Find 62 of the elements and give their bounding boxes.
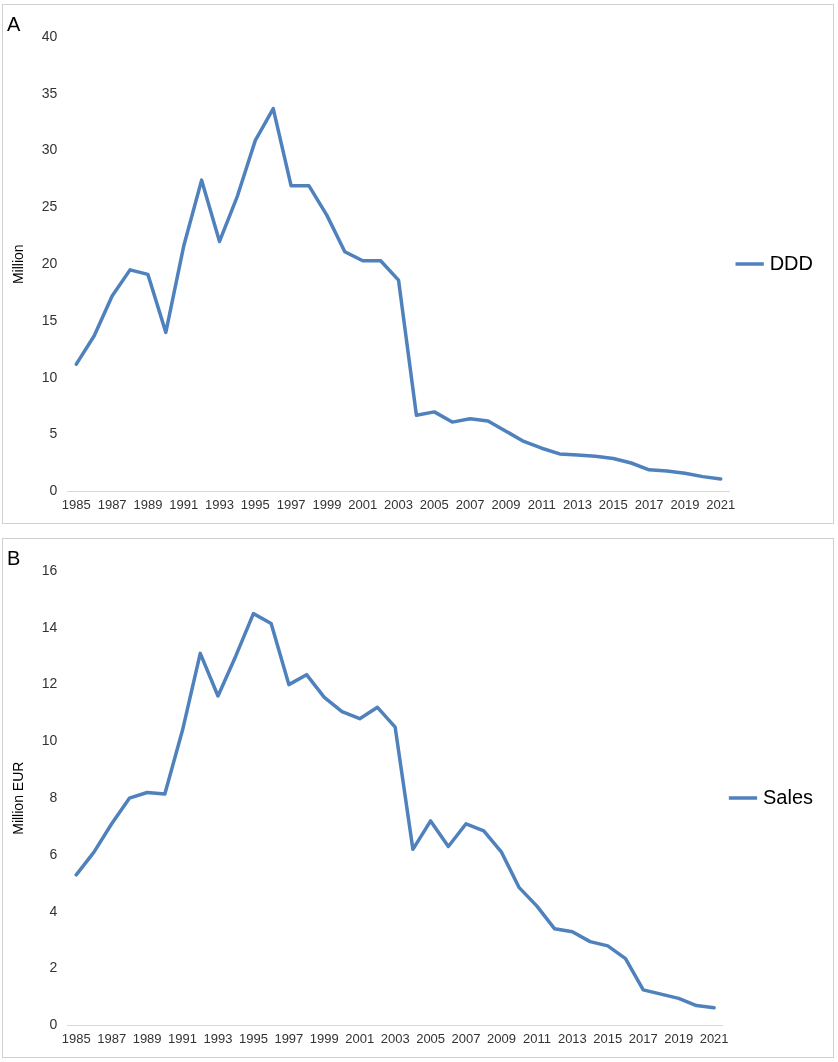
x-tick-label: 2009 xyxy=(491,496,521,512)
x-tick-label: 2021 xyxy=(699,1030,729,1046)
x-tick-label: 2013 xyxy=(563,496,592,512)
y-tick-label: 6 xyxy=(49,845,58,862)
y-tick-label: 12 xyxy=(41,675,58,692)
x-tick-label: 2003 xyxy=(380,1030,410,1046)
x-tick-label: 1991 xyxy=(168,1030,198,1046)
y-tick-label: 0 xyxy=(49,482,58,499)
x-tick-label: 2019 xyxy=(670,496,700,512)
x-tick-label: 2007 xyxy=(451,1030,481,1046)
x-tick-label: 1989 xyxy=(133,496,163,512)
y-tick-label: 5 xyxy=(49,425,58,442)
x-tick-label: 2011 xyxy=(522,1030,551,1046)
x-tick-label: 2017 xyxy=(628,1030,658,1046)
y-tick-label: 20 xyxy=(41,255,58,272)
x-tick-label: 1991 xyxy=(169,496,199,512)
x-tick-label: 1987 xyxy=(97,496,127,512)
y-tick-label: 35 xyxy=(41,84,58,101)
y-tick-label: 4 xyxy=(49,902,58,919)
y-tick-label: 16 xyxy=(41,561,58,578)
x-tick-label: 1995 xyxy=(238,1030,268,1046)
y-tick-label: 40 xyxy=(41,27,58,44)
legend-label: DDD xyxy=(769,251,814,274)
x-tick-label: 2005 xyxy=(416,1030,446,1046)
x-tick-label: 2015 xyxy=(593,1030,623,1046)
x-tick-label: 2005 xyxy=(419,496,449,512)
x-tick-label: 1985 xyxy=(61,1030,91,1046)
y-tick-label: 2 xyxy=(49,959,58,976)
y-tick-label: 15 xyxy=(41,311,58,328)
chart-title: B xyxy=(7,546,21,569)
x-tick-label: 2001 xyxy=(348,496,378,512)
y-tick-label: 0 xyxy=(49,1016,58,1033)
x-tick-label: 1993 xyxy=(205,496,234,512)
x-tick-label: 2021 xyxy=(706,496,736,512)
x-tick-label: 2015 xyxy=(598,496,628,512)
x-tick-label: 1987 xyxy=(97,1030,127,1046)
y-tick-label: 30 xyxy=(41,141,58,158)
y-tick-label: 8 xyxy=(49,789,58,806)
x-tick-label: 1997 xyxy=(276,496,306,512)
legend-label: Sales xyxy=(762,785,813,808)
x-tick-label: 2007 xyxy=(455,496,485,512)
y-tick-label: 25 xyxy=(41,198,58,215)
y-axis-title: Million xyxy=(10,244,27,285)
y-tick-label: 14 xyxy=(41,618,58,635)
x-tick-label: 2019 xyxy=(664,1030,694,1046)
y-tick-label: 10 xyxy=(41,732,58,749)
x-tick-label: 1985 xyxy=(61,496,91,512)
x-tick-label: 1999 xyxy=(309,1030,339,1046)
x-tick-label: 2003 xyxy=(384,496,413,512)
y-tick-label: 10 xyxy=(41,368,58,385)
x-tick-label: 1993 xyxy=(203,1030,233,1046)
x-tick-label: 2011 xyxy=(527,496,556,512)
x-tick-label: 2009 xyxy=(487,1030,516,1046)
chart-title: A xyxy=(7,12,21,35)
x-tick-label: 2001 xyxy=(345,1030,375,1046)
x-tick-label: 1989 xyxy=(132,1030,162,1046)
y-axis-title: Million EUR xyxy=(10,761,27,835)
x-tick-label: 1995 xyxy=(240,496,270,512)
x-tick-label: 1999 xyxy=(312,496,342,512)
x-tick-label: 2017 xyxy=(634,496,664,512)
x-tick-label: 1997 xyxy=(274,1030,304,1046)
x-tick-label: 2013 xyxy=(557,1030,587,1046)
